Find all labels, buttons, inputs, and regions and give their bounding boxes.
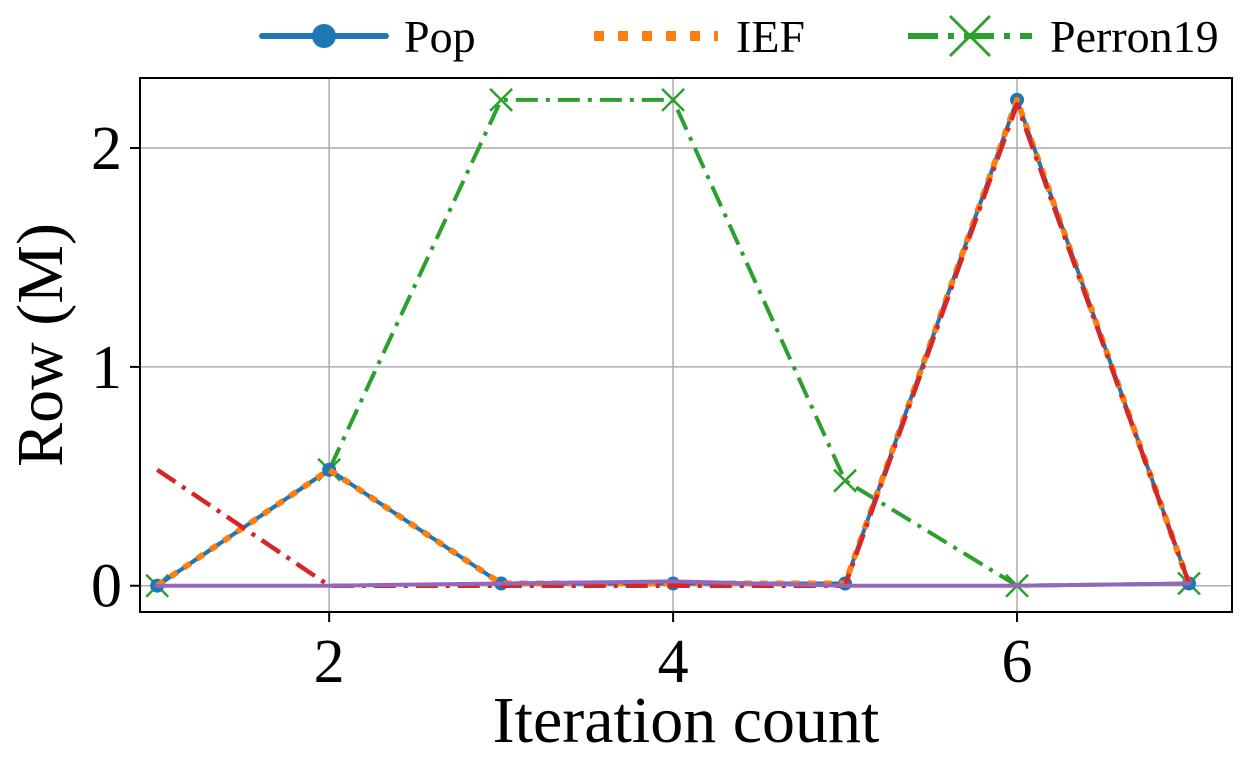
grid-lines [140, 78, 1232, 612]
legend-label: IEF [736, 11, 805, 62]
x-tick-label: 6 [1002, 628, 1033, 696]
series-line [155, 102, 1192, 588]
plot-area-frame [139, 77, 1233, 613]
y-tick-label: 2 [91, 115, 122, 183]
x-tick-label: 2 [314, 628, 345, 696]
data-point [661, 88, 685, 112]
y-axis-label: Row (M) [4, 223, 77, 467]
series-ief [155, 96, 1192, 589]
y-tick-label: 0 [91, 553, 122, 621]
x-tick-label: 4 [658, 628, 689, 696]
data-point [489, 88, 514, 112]
series-line [155, 96, 1192, 589]
x-axis-label: Iteration count [493, 684, 880, 757]
axis-ticks: 2 4 6 0 1 2 [91, 115, 1033, 696]
legend: Pop IEF Perron19 [259, 11, 1219, 62]
legend-marker [948, 14, 992, 58]
legend-item-ief: IEF [594, 11, 805, 62]
series-unnamed-3 [155, 102, 1192, 588]
legend-item-pop: Pop [259, 11, 476, 62]
series-line [155, 579, 1191, 588]
series-lines [145, 88, 1201, 598]
y-tick-label: 1 [91, 334, 122, 402]
legend-marker [312, 24, 336, 48]
legend-label: Pop [404, 11, 476, 62]
legend-item-perron19: Perron19 [908, 11, 1219, 62]
legend-label: Perron19 [1050, 11, 1219, 62]
series-unnamed-4 [155, 579, 1191, 588]
data-point [833, 468, 857, 493]
